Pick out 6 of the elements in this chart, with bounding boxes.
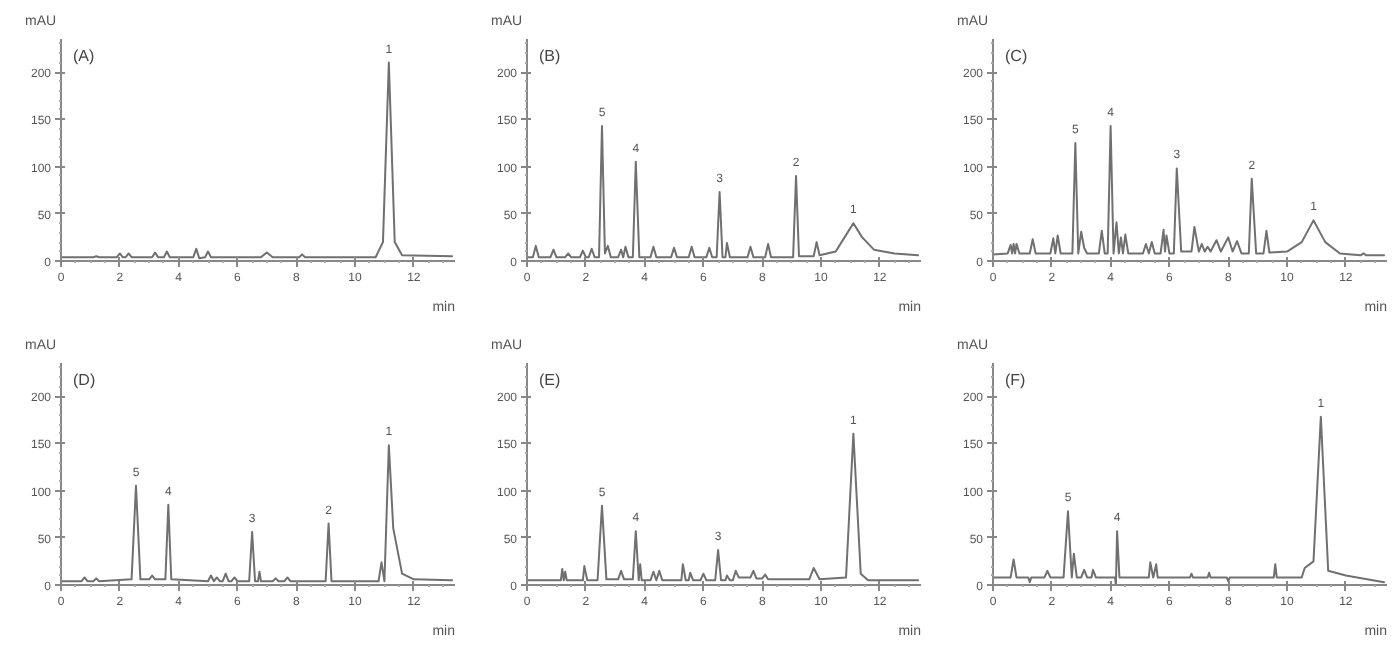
text: (B) bbox=[539, 47, 561, 65]
text: (F) bbox=[1005, 371, 1027, 389]
text: (A) bbox=[73, 47, 95, 65]
text: (C) bbox=[1005, 47, 1028, 65]
text: (E) bbox=[539, 371, 561, 389]
text: (D) bbox=[73, 371, 96, 389]
